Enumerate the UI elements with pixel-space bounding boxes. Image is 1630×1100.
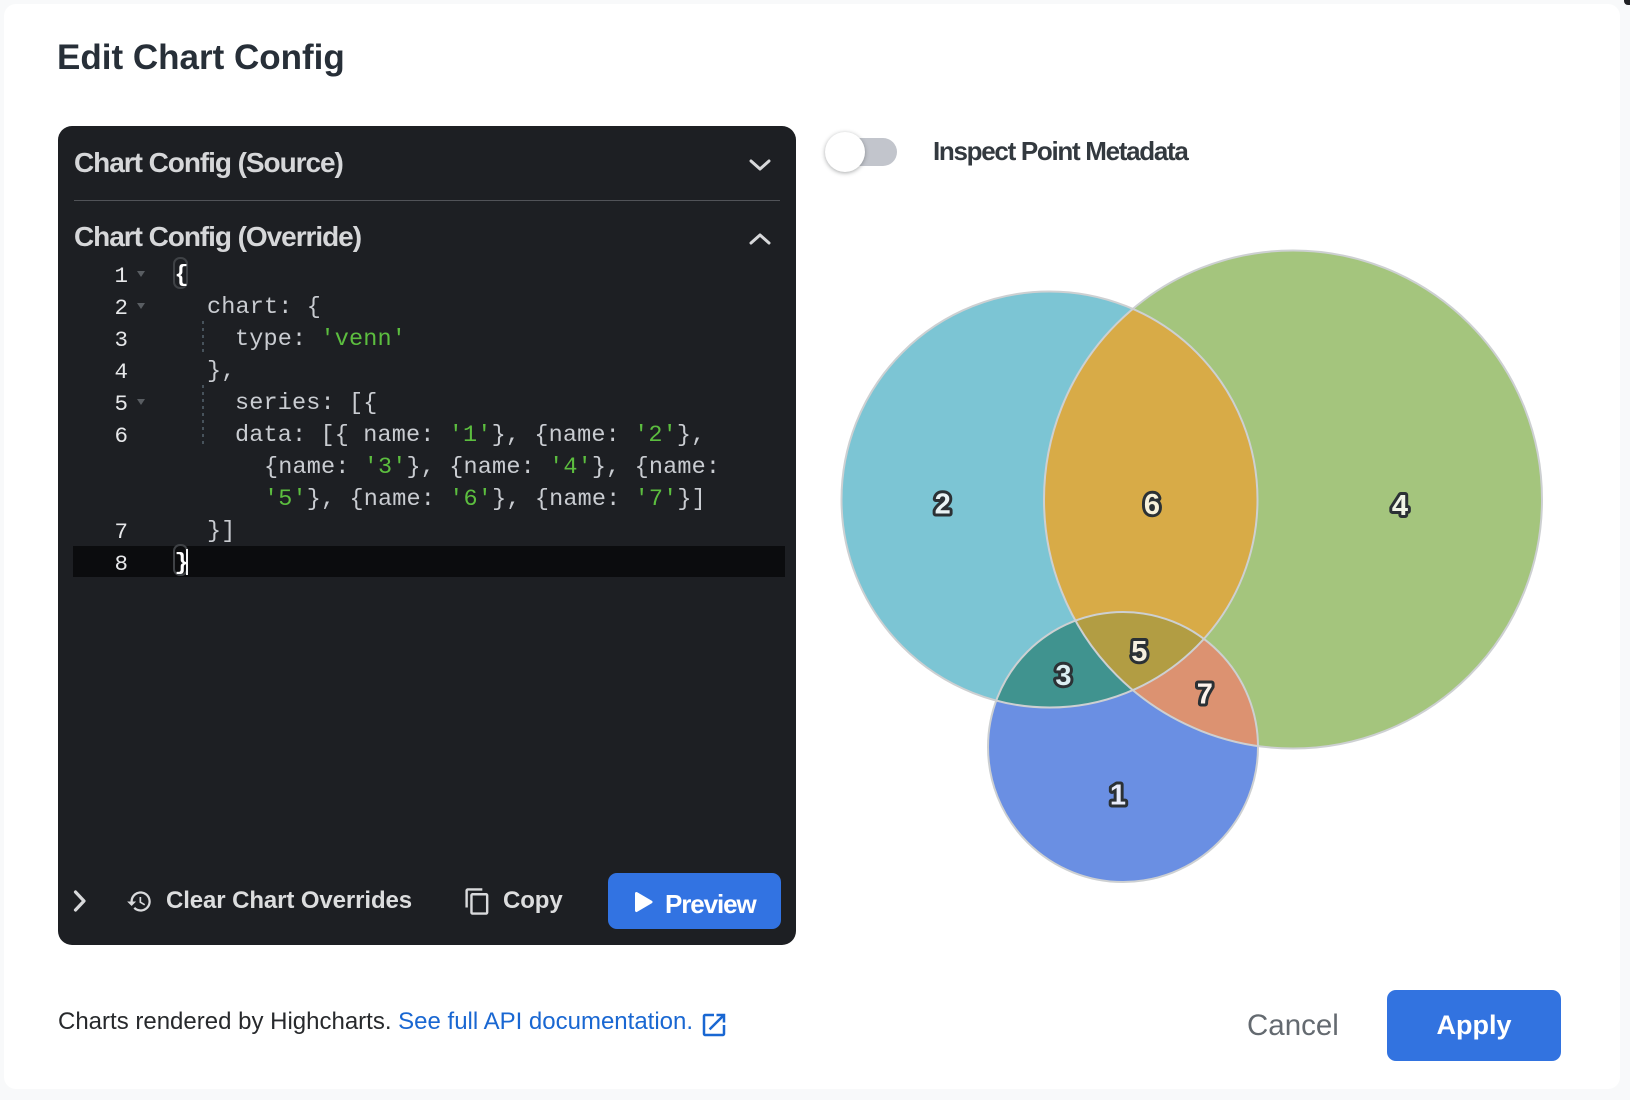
svg-text:3: 3 — [1055, 660, 1071, 692]
svg-text:4: 4 — [1392, 490, 1408, 522]
svg-text:5: 5 — [1131, 636, 1147, 668]
svg-text:2: 2 — [935, 489, 951, 521]
svg-text:7: 7 — [1197, 679, 1213, 711]
svg-text:1: 1 — [1110, 780, 1126, 812]
svg-text:6: 6 — [1144, 489, 1160, 521]
